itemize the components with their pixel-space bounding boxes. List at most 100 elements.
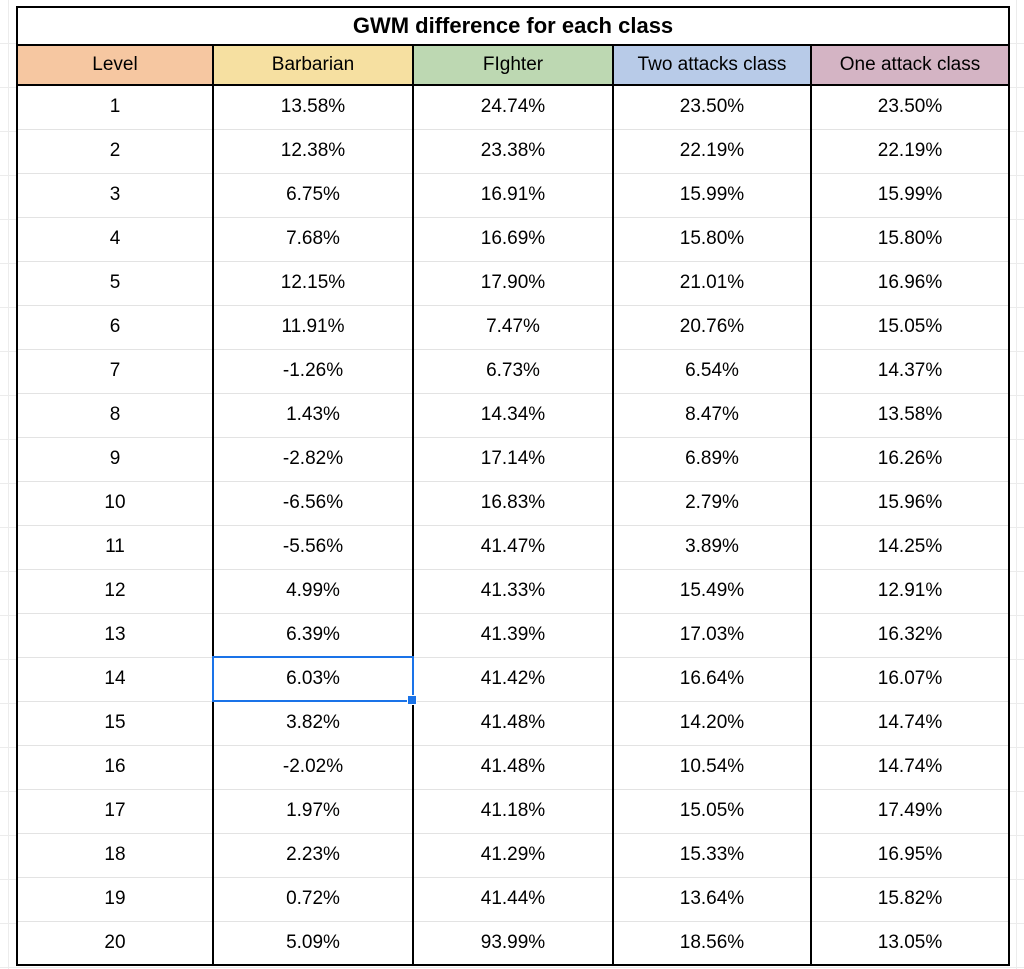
table-cell[interactable]: 6.75% bbox=[213, 173, 413, 217]
table-cell[interactable]: 4 bbox=[17, 217, 213, 261]
table-cell[interactable]: 14.34% bbox=[413, 393, 613, 437]
table-cell[interactable]: 7 bbox=[17, 349, 213, 393]
table-cell[interactable]: 16.07% bbox=[811, 657, 1009, 701]
table-cell[interactable]: 20.76% bbox=[613, 305, 811, 349]
table-cell[interactable]: 15.49% bbox=[613, 569, 811, 613]
table-cell[interactable]: 6 bbox=[17, 305, 213, 349]
table-cell[interactable]: 17.14% bbox=[413, 437, 613, 481]
table-cell[interactable]: 10.54% bbox=[613, 745, 811, 789]
column-header-3[interactable]: Two attacks class bbox=[613, 45, 811, 85]
table-cell[interactable]: 41.48% bbox=[413, 745, 613, 789]
table-cell[interactable]: 1.43% bbox=[213, 393, 413, 437]
table-cell[interactable]: 18 bbox=[17, 833, 213, 877]
column-header-0[interactable]: Level bbox=[17, 45, 213, 85]
table-cell[interactable]: 15.99% bbox=[811, 173, 1009, 217]
column-header-1[interactable]: Barbarian bbox=[213, 45, 413, 85]
table-cell[interactable]: 15.96% bbox=[811, 481, 1009, 525]
table-cell[interactable]: 3.89% bbox=[613, 525, 811, 569]
table-cell[interactable]: 23.38% bbox=[413, 129, 613, 173]
table-cell[interactable]: -2.02% bbox=[213, 745, 413, 789]
table-cell[interactable]: 18.56% bbox=[613, 921, 811, 965]
table-cell[interactable]: 16.26% bbox=[811, 437, 1009, 481]
table-cell[interactable]: 41.18% bbox=[413, 789, 613, 833]
table-cell[interactable]: 7.68% bbox=[213, 217, 413, 261]
table-title[interactable]: GWM difference for each class bbox=[17, 7, 1009, 45]
table-cell[interactable]: 13.58% bbox=[811, 393, 1009, 437]
table-cell[interactable]: 13.05% bbox=[811, 921, 1009, 965]
table-cell[interactable]: 14.74% bbox=[811, 745, 1009, 789]
table-cell[interactable]: 15.05% bbox=[613, 789, 811, 833]
table-cell[interactable]: 93.99% bbox=[413, 921, 613, 965]
table-cell[interactable]: 15.80% bbox=[811, 217, 1009, 261]
table-cell[interactable]: 6.03% bbox=[213, 657, 413, 701]
column-header-4[interactable]: One attack class bbox=[811, 45, 1009, 85]
table-cell[interactable]: 17.90% bbox=[413, 261, 613, 305]
table-cell[interactable]: 16.64% bbox=[613, 657, 811, 701]
table-cell[interactable]: 14.20% bbox=[613, 701, 811, 745]
table-cell[interactable]: 22.19% bbox=[613, 129, 811, 173]
table-cell[interactable]: -5.56% bbox=[213, 525, 413, 569]
table-cell[interactable]: 23.50% bbox=[613, 85, 811, 129]
table-cell[interactable]: 41.33% bbox=[413, 569, 613, 613]
table-cell[interactable]: 20 bbox=[17, 921, 213, 965]
table-cell[interactable]: 41.42% bbox=[413, 657, 613, 701]
table-cell[interactable]: 2.23% bbox=[213, 833, 413, 877]
table-cell[interactable]: 6.73% bbox=[413, 349, 613, 393]
table-cell[interactable]: 15 bbox=[17, 701, 213, 745]
table-cell[interactable]: 14.74% bbox=[811, 701, 1009, 745]
table-cell[interactable]: 17 bbox=[17, 789, 213, 833]
table-cell[interactable]: 12.38% bbox=[213, 129, 413, 173]
table-cell[interactable]: 1 bbox=[17, 85, 213, 129]
table-cell[interactable]: -6.56% bbox=[213, 481, 413, 525]
table-cell[interactable]: 16.91% bbox=[413, 173, 613, 217]
table-cell[interactable]: 15.05% bbox=[811, 305, 1009, 349]
table-cell[interactable]: 12.91% bbox=[811, 569, 1009, 613]
table-cell[interactable]: 9 bbox=[17, 437, 213, 481]
table-cell[interactable]: 24.74% bbox=[413, 85, 613, 129]
table-cell[interactable]: 16.32% bbox=[811, 613, 1009, 657]
table-cell[interactable]: 41.44% bbox=[413, 877, 613, 921]
table-cell[interactable]: 16.83% bbox=[413, 481, 613, 525]
table-cell[interactable]: 41.47% bbox=[413, 525, 613, 569]
table-cell[interactable]: 10 bbox=[17, 481, 213, 525]
table-cell[interactable]: 16.95% bbox=[811, 833, 1009, 877]
table-cell[interactable]: 15.33% bbox=[613, 833, 811, 877]
table-cell[interactable]: 3.82% bbox=[213, 701, 413, 745]
table-cell[interactable]: 8.47% bbox=[613, 393, 811, 437]
table-cell[interactable]: 41.48% bbox=[413, 701, 613, 745]
table-cell[interactable]: 7.47% bbox=[413, 305, 613, 349]
table-cell[interactable]: 41.39% bbox=[413, 613, 613, 657]
table-cell[interactable]: 12.15% bbox=[213, 261, 413, 305]
table-cell[interactable]: 13 bbox=[17, 613, 213, 657]
table-cell[interactable]: 11.91% bbox=[213, 305, 413, 349]
table-cell[interactable]: 16 bbox=[17, 745, 213, 789]
column-header-2[interactable]: FIghter bbox=[413, 45, 613, 85]
table-cell[interactable]: 6.39% bbox=[213, 613, 413, 657]
table-cell[interactable]: 15.80% bbox=[613, 217, 811, 261]
table-cell[interactable]: 13.64% bbox=[613, 877, 811, 921]
table-cell[interactable]: -1.26% bbox=[213, 349, 413, 393]
table-cell[interactable]: 5 bbox=[17, 261, 213, 305]
table-cell[interactable]: 19 bbox=[17, 877, 213, 921]
table-cell[interactable]: 8 bbox=[17, 393, 213, 437]
table-cell[interactable]: 15.82% bbox=[811, 877, 1009, 921]
table-cell[interactable]: 21.01% bbox=[613, 261, 811, 305]
table-cell[interactable]: 17.49% bbox=[811, 789, 1009, 833]
table-cell[interactable]: 2.79% bbox=[613, 481, 811, 525]
table-cell[interactable]: 16.96% bbox=[811, 261, 1009, 305]
table-cell[interactable]: 15.99% bbox=[613, 173, 811, 217]
table-cell[interactable]: 14 bbox=[17, 657, 213, 701]
table-cell[interactable]: 6.89% bbox=[613, 437, 811, 481]
table-cell[interactable]: 1.97% bbox=[213, 789, 413, 833]
table-cell[interactable]: 0.72% bbox=[213, 877, 413, 921]
table-cell[interactable]: -2.82% bbox=[213, 437, 413, 481]
table-cell[interactable]: 14.37% bbox=[811, 349, 1009, 393]
table-cell[interactable]: 22.19% bbox=[811, 129, 1009, 173]
table-cell[interactable]: 5.09% bbox=[213, 921, 413, 965]
table-cell[interactable]: 23.50% bbox=[811, 85, 1009, 129]
table-cell[interactable]: 2 bbox=[17, 129, 213, 173]
table-cell[interactable]: 13.58% bbox=[213, 85, 413, 129]
table-cell[interactable]: 11 bbox=[17, 525, 213, 569]
table-cell[interactable]: 17.03% bbox=[613, 613, 811, 657]
table-cell[interactable]: 4.99% bbox=[213, 569, 413, 613]
